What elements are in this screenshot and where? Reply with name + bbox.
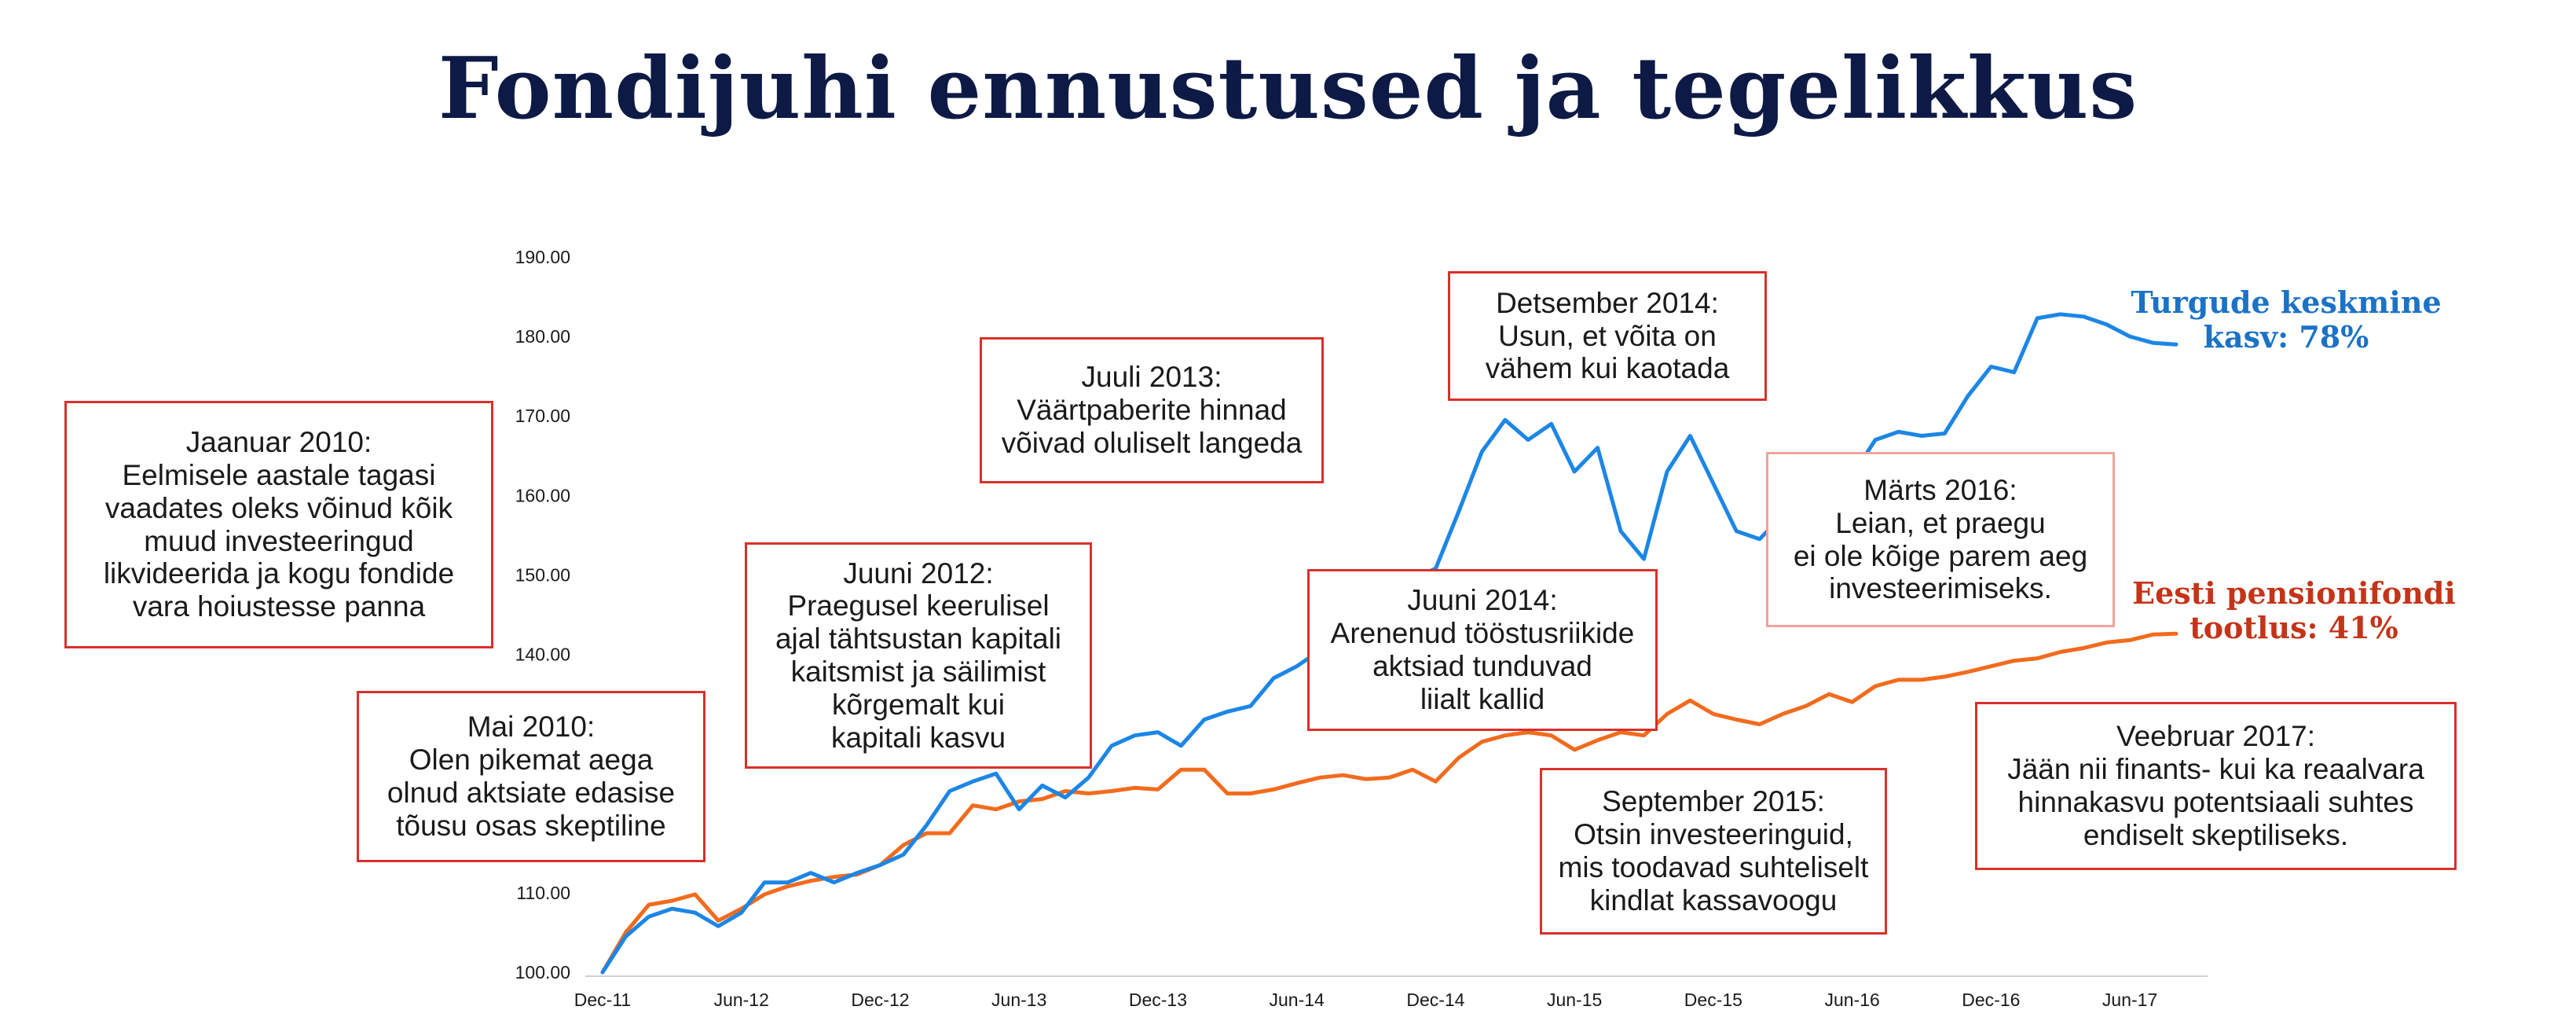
y-tick-label: 110.00 (516, 883, 570, 903)
annotation-jun-2014: Juuni 2014: Arenenud tööstusriikide akts… (1307, 569, 1658, 731)
annotation-jan-2010: Jaanuar 2010: Eelmisele aastale tagasi v… (64, 401, 493, 648)
annotation-dec-2014: Detsember 2014: Usun, et võita on vähem … (1448, 271, 1767, 401)
series-label-orange: Eesti pensionifondi tootlus: 41% (2132, 575, 2456, 645)
annotation-feb-2017: Veebruar 2017: Jään nii finants- kui ka … (1975, 702, 2457, 870)
x-tick-label: Jun-13 (991, 990, 1046, 1010)
y-tick-label: 140.00 (515, 645, 570, 665)
x-tick-label: Jun-17 (2102, 990, 2157, 1010)
page-title: Fondijuhi ennustused ja tegelikkus (438, 39, 2138, 138)
y-tick-label: 170.00 (515, 406, 570, 426)
y-tick-label: 100.00 (515, 962, 570, 982)
x-axis: Dec-11 Jun-12 Dec-12 Jun-13 Dec-13 Jun-14 Dec-… (574, 975, 2208, 1010)
x-tick-label: Jun-15 (1547, 990, 1602, 1010)
x-tick-label: Dec-12 (851, 990, 909, 1010)
annotation-sep-2015: September 2015: Otsin investeeringuid, m… (1540, 768, 1887, 935)
series-label-blue: Turgude keskmine kasv: 78% (2131, 285, 2442, 354)
annotation-mar-2016: Märts 2016: Leian, et praegu ei ole kõig… (1766, 452, 2115, 627)
annotation-jun-2012: Juuni 2012: Praegusel keerulisel ajal tä… (745, 542, 1092, 769)
x-tick-label: Jun-16 (1824, 990, 1879, 1010)
y-tick-label: 190.00 (515, 247, 570, 267)
x-tick-label: Dec-14 (1406, 990, 1464, 1010)
annotation-jul-2013: Juuli 2013: Väärtpaberite hinnad võivad … (980, 337, 1324, 483)
annotation-may-2010: Mai 2010: Olen pikemat aega olnud aktsia… (357, 691, 705, 862)
x-tick-label: Dec-15 (1684, 990, 1742, 1010)
x-tick-label: Dec-13 (1129, 990, 1187, 1010)
y-axis: 100.00110.00120.00130.00140.00150.00160.… (515, 247, 570, 982)
y-tick-label: 150.00 (515, 564, 570, 585)
y-tick-label: 160.00 (515, 485, 570, 505)
x-tick-label: Dec-16 (1962, 990, 2020, 1010)
x-tick-label: Jun-12 (714, 990, 769, 1010)
y-tick-label: 180.00 (515, 326, 570, 347)
x-tick-label: Dec-11 (574, 990, 631, 1010)
x-tick-label: Jun-14 (1270, 990, 1325, 1010)
